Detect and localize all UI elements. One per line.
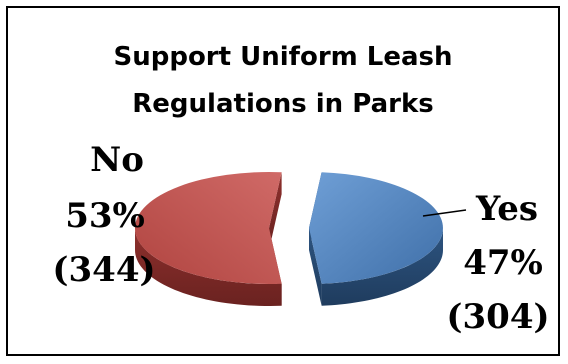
no-slice-label: No bbox=[90, 140, 144, 180]
pie-slice-no-top bbox=[134, 172, 282, 284]
pie-slice-no-cut-face-1 bbox=[269, 172, 282, 250]
pie-slice-no bbox=[134, 172, 282, 306]
no-slice-count: (344) bbox=[52, 250, 156, 290]
yes-slice-percent: 47% bbox=[463, 243, 543, 283]
yes-leader-line bbox=[422, 209, 467, 217]
pie-slice-yes-top bbox=[309, 172, 443, 284]
pie-slice-yes-cut-face-1 bbox=[309, 228, 322, 306]
chart-title-line-2: Regulations in Parks bbox=[132, 89, 434, 119]
no-slice-percent: 53% bbox=[65, 196, 145, 236]
chart-title-line-1: Support Uniform Leash bbox=[113, 42, 453, 72]
pie-slice-yes bbox=[309, 172, 443, 306]
pie-slice-no-side bbox=[135, 228, 282, 306]
yes-slice-label: Yes bbox=[475, 189, 539, 229]
pie-slice-yes-side bbox=[321, 228, 443, 306]
chart-frame: Support Uniform Leash Regulations in Par… bbox=[6, 6, 560, 356]
yes-slice-count: (304) bbox=[446, 297, 550, 337]
